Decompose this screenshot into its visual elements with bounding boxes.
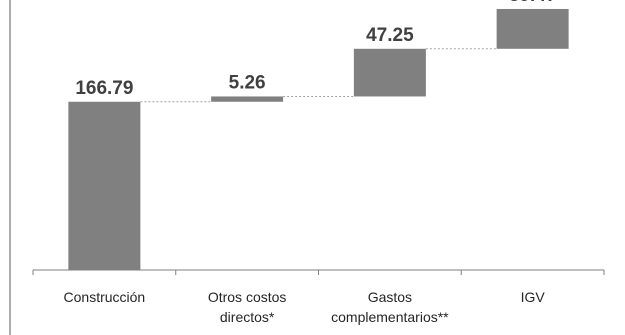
category-label-4: IGV xyxy=(521,289,546,305)
category-label-2: Otros costos directos* xyxy=(208,289,287,325)
category-label-line: Otros costos xyxy=(208,289,287,305)
category-label-line: complementarios** xyxy=(331,309,449,325)
category-label-line: directos* xyxy=(220,309,275,325)
category-label-1: Construcción xyxy=(64,289,146,305)
category-label-line: IGV xyxy=(521,289,546,305)
bar-4 xyxy=(496,8,569,49)
value-label-1: 166.79 xyxy=(75,78,133,99)
category-label-3: Gastos complementarios** xyxy=(331,289,449,325)
category-label-line: Gastos xyxy=(368,289,412,305)
value-label-2: 5.26 xyxy=(229,72,266,93)
bar-2 xyxy=(211,96,284,102)
bar-3 xyxy=(353,48,426,97)
category-label-line: Construcción xyxy=(64,289,146,305)
value-label-3: 47.25 xyxy=(366,25,414,46)
category-labels-group: Construcción Otros costos directos* Gastos c… xyxy=(64,289,546,325)
bars-group xyxy=(68,8,569,270)
bar-1 xyxy=(68,101,141,270)
value-labels-group: 166.79 5.26 47.25 39.47 xyxy=(75,0,556,99)
connector-lines xyxy=(140,48,497,103)
x-axis xyxy=(32,269,605,275)
value-label-4: 39.47 xyxy=(509,0,557,6)
